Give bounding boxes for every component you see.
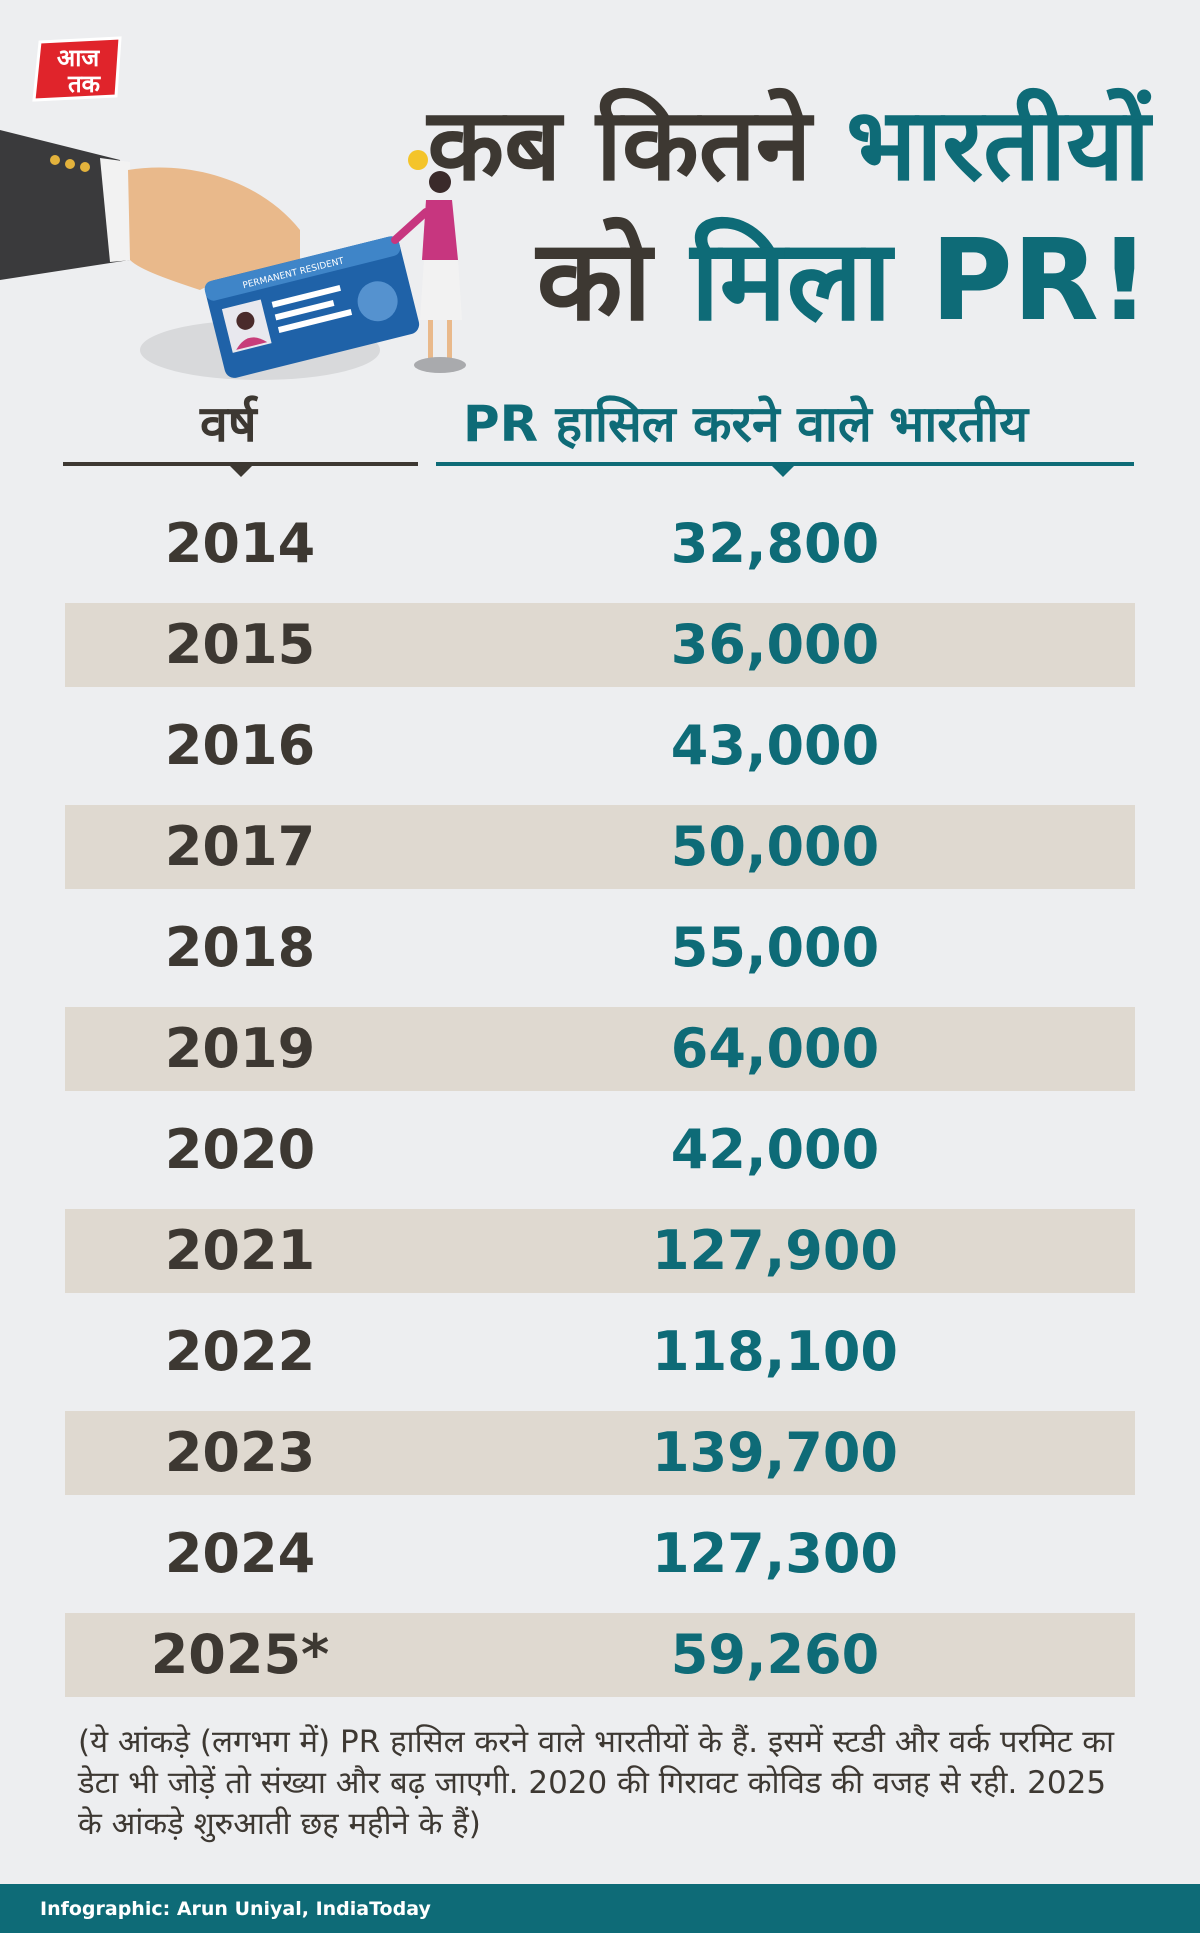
year-cell: 2025* [150, 1623, 330, 1686]
count-cell: 55,000 [670, 916, 880, 979]
credit-bar: Infographic: Arun Uniyal, IndiaToday [0, 1884, 1200, 1933]
header-rule-year [63, 462, 418, 466]
count-cell: 59,260 [670, 1623, 880, 1686]
table-row: 2014 32,800 [65, 493, 1135, 594]
year-cell: 2020 [164, 1118, 316, 1181]
title-line2-accent: मिला PR! [690, 216, 1150, 346]
title-line1-accent: भारतीयों [846, 86, 1150, 203]
title-line1-plain: कब कितने [427, 86, 812, 203]
table-row: 2023 139,700 [65, 1410, 1135, 1495]
count-cell: 118,100 [652, 1320, 898, 1383]
page-title-line2: को मिला PR! [537, 225, 1150, 337]
year-cell: 2023 [164, 1421, 316, 1484]
table-row: 2022 118,100 [65, 1301, 1135, 1402]
header-rule-count [436, 462, 1134, 466]
aajtak-logo: आज तक [32, 36, 122, 102]
year-cell: 2021 [164, 1219, 316, 1282]
count-cell: 42,000 [670, 1118, 880, 1181]
year-cell: 2022 [164, 1320, 316, 1383]
year-cell: 2024 [164, 1522, 316, 1585]
count-cell: 36,000 [670, 613, 880, 676]
header-arrow-count [771, 465, 795, 477]
count-cell: 64,000 [670, 1017, 880, 1080]
table-row: 2025* 59,260 [65, 1612, 1135, 1697]
title-line2-plain: को [536, 216, 652, 346]
footnote: (ये आंकड़े (लगभग में) PR हासिल करने वाले… [78, 1724, 1115, 1842]
header-arrow-year [229, 465, 253, 477]
logo-line2: तक [67, 70, 102, 98]
year-cell: 2014 [164, 512, 316, 575]
count-cell: 139,700 [652, 1421, 898, 1484]
count-cell: 127,300 [652, 1522, 898, 1585]
column-header-year: वर्ष [200, 395, 257, 453]
year-cell: 2018 [164, 916, 316, 979]
year-cell: 2017 [164, 815, 316, 878]
year-cell: 2016 [164, 714, 316, 777]
count-cell: 32,800 [670, 512, 880, 575]
table-row: 2019 64,000 [65, 1006, 1135, 1091]
pr-card-illustration: PERMANENT RESIDENT [0, 130, 466, 380]
count-cell: 43,000 [670, 714, 880, 777]
table-row: 2015 36,000 [65, 602, 1135, 687]
count-cell: 127,900 [652, 1219, 898, 1282]
credit-text: Infographic: Arun Uniyal, IndiaToday [40, 1897, 431, 1920]
table-row: 2021 127,900 [65, 1208, 1135, 1293]
year-cell: 2015 [164, 613, 316, 676]
table-row: 2017 50,000 [65, 804, 1135, 889]
count-cell: 50,000 [670, 815, 880, 878]
column-header-count: PR हासिल करने वाले भारतीय [463, 395, 1029, 453]
table-row: 2024 127,300 [65, 1503, 1135, 1604]
table-row: 2016 43,000 [65, 695, 1135, 796]
logo-line1: आज [57, 44, 101, 72]
pr-table: 2014 32,800 2015 36,000 2016 43,000 2017… [65, 493, 1135, 1705]
page-title-line1: कब कितने भारतीयों [427, 95, 1150, 195]
table-row: 2018 55,000 [65, 897, 1135, 998]
year-cell: 2019 [164, 1017, 316, 1080]
table-row: 2020 42,000 [65, 1099, 1135, 1200]
